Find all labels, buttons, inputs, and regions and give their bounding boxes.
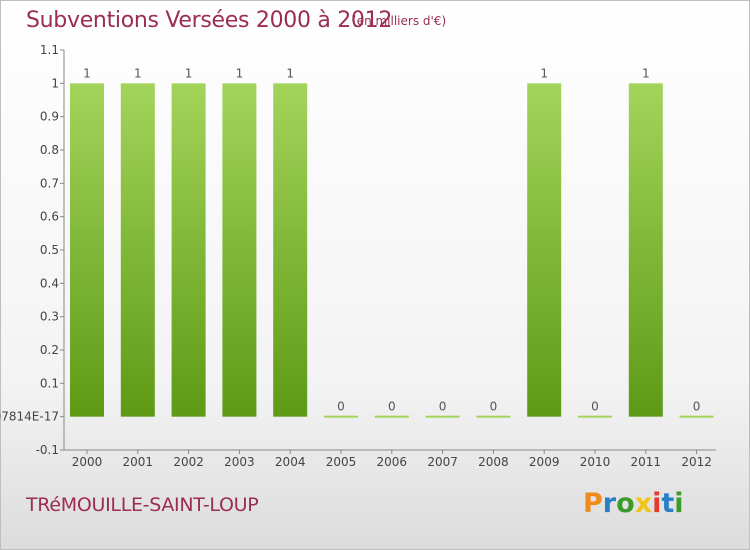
y-tick-label: 0.8: [40, 143, 59, 157]
chart-axes: -0.1 1.3877787807814E-17 0.1 0.2 0.3 0.4 0.5 0.…: [0, 43, 716, 469]
x-tick-label: 2005: [326, 455, 357, 469]
bar: [527, 83, 562, 417]
data-label: 0: [591, 400, 599, 414]
bar: [374, 415, 409, 418]
y-tick-label: 0.7: [40, 176, 59, 190]
x-tick-label: 2009: [529, 455, 560, 469]
x-tick-label: 2001: [123, 455, 154, 469]
chart-bars: [70, 83, 714, 418]
data-label: 0: [439, 400, 447, 414]
commune-name: TRéMOUILLE-SAINT-LOUP: [26, 494, 259, 516]
data-label: 1: [83, 66, 91, 80]
y-tick-label: 0.1: [40, 376, 59, 390]
x-tick-label: 2004: [275, 455, 306, 469]
y-tick-label: 0.9: [40, 110, 59, 124]
logo-letter: x: [634, 488, 653, 519]
data-label: 0: [388, 400, 396, 414]
logo-letter: i: [652, 488, 662, 519]
x-tick-label: 2010: [580, 455, 611, 469]
x-tick-label: 2008: [478, 455, 509, 469]
data-label: 0: [490, 400, 498, 414]
logo-letter: o: [616, 488, 635, 519]
x-tick-label: 2006: [377, 455, 408, 469]
chart-data-labels: 1 1 1 1 1 0 0 0 0 1 0 1 0: [83, 66, 700, 413]
logo-letter: t: [661, 488, 675, 519]
y-tick-label: 1.3877787807814E-17: [0, 410, 59, 424]
bar: [425, 415, 460, 418]
x-tick-label: 2012: [681, 455, 712, 469]
bar: [120, 83, 155, 417]
data-label: 1: [185, 66, 193, 80]
bar: [578, 415, 612, 418]
data-label: 0: [693, 400, 701, 414]
logo-letter: P: [583, 488, 603, 519]
bar: [273, 83, 308, 417]
bar: [171, 83, 206, 417]
data-label: 1: [134, 66, 142, 80]
y-tick-label: 0.3: [40, 310, 59, 324]
y-tick-label: 0.4: [40, 276, 59, 290]
data-label: 1: [642, 66, 650, 80]
logo-letter: r: [602, 488, 617, 519]
data-label: 0: [337, 400, 345, 414]
y-tick-label: 1.1: [40, 43, 59, 57]
bar: [679, 415, 714, 418]
y-tick-label: 0.6: [40, 210, 59, 224]
proxiti-logo: Proxiti: [583, 488, 684, 519]
logo-letter: i: [674, 488, 684, 519]
x-tick-label: 2002: [173, 455, 204, 469]
bar: [70, 83, 104, 417]
y-tick-label: 0.5: [40, 243, 59, 257]
data-label: 1: [236, 66, 244, 80]
x-tick-label: 2011: [631, 455, 662, 469]
data-label: 1: [286, 66, 294, 80]
bar: [476, 415, 511, 418]
bar: [222, 83, 257, 417]
bar: [324, 415, 358, 418]
data-label: 1: [540, 66, 548, 80]
y-tick-label: 1: [51, 76, 59, 90]
chart-subtitle: (en milliers d'€): [352, 14, 447, 28]
x-tick-label: 2007: [427, 455, 458, 469]
y-tick-label: 0.2: [40, 343, 59, 357]
bar: [628, 83, 663, 417]
y-tick-label: -0.1: [36, 443, 59, 457]
x-tick-label: 2003: [224, 455, 255, 469]
chart-title: Subventions Versées 2000 à 2012: [26, 8, 393, 33]
x-tick-label: 2000: [72, 455, 103, 469]
